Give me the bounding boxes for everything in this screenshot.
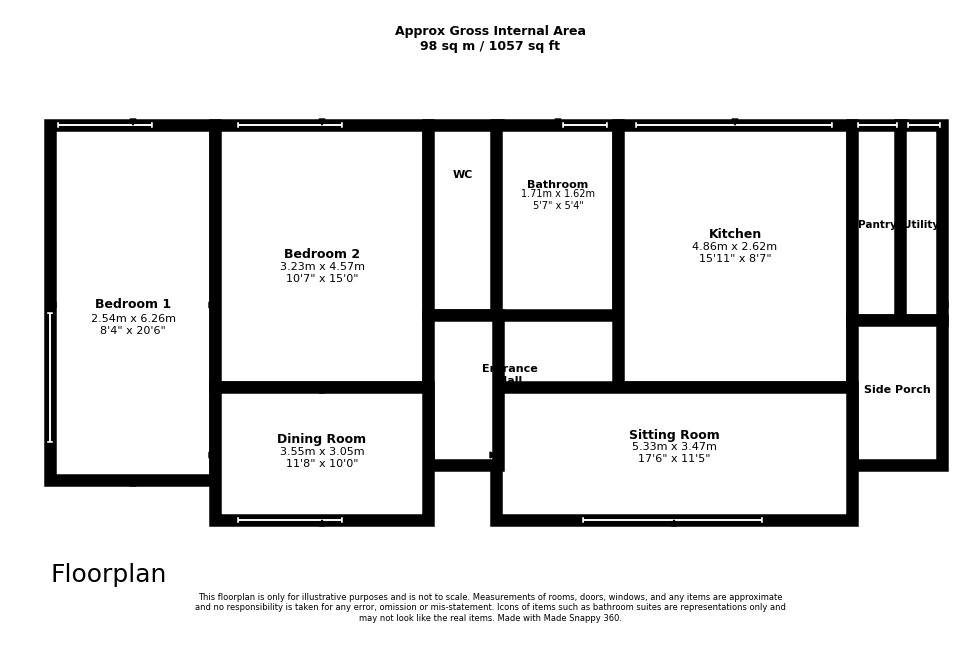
Text: 1.71m x 1.62m
5'7" x 5'4": 1.71m x 1.62m 5'7" x 5'4" — [521, 189, 595, 211]
Text: 4.86m x 2.62m
15'11" x 8'7": 4.86m x 2.62m 15'11" x 8'7" — [693, 242, 777, 264]
Text: 2.54m x 6.26m
8'4" x 20'6": 2.54m x 6.26m 8'4" x 20'6" — [90, 314, 175, 336]
Bar — [215, 387, 428, 520]
Polygon shape — [852, 452, 858, 458]
Bar — [852, 320, 942, 465]
Bar — [496, 387, 852, 520]
Bar — [50, 125, 215, 480]
Polygon shape — [942, 302, 948, 308]
Polygon shape — [130, 480, 136, 486]
Text: Dining Room: Dining Room — [277, 434, 367, 447]
Polygon shape — [490, 452, 496, 458]
Text: Side Porch: Side Porch — [863, 385, 930, 395]
Polygon shape — [555, 119, 561, 125]
Text: This floorplan is only for illustrative purposes and is not to scale. Measuremen: This floorplan is only for illustrative … — [195, 593, 785, 623]
Polygon shape — [50, 302, 56, 308]
Polygon shape — [209, 302, 215, 308]
Polygon shape — [319, 520, 325, 526]
Text: Utility: Utility — [903, 220, 939, 230]
Polygon shape — [319, 119, 325, 125]
Text: Kitchen: Kitchen — [709, 229, 761, 242]
Text: 5.33m x 3.47m
17'6" x 11'5": 5.33m x 3.47m 17'6" x 11'5" — [631, 442, 716, 464]
Polygon shape — [209, 452, 215, 458]
Bar — [618, 125, 852, 387]
Text: Bedroom 1: Bedroom 1 — [95, 299, 172, 312]
Polygon shape — [130, 119, 136, 125]
Polygon shape — [671, 520, 677, 526]
Bar — [852, 125, 902, 320]
Text: Bathroom: Bathroom — [527, 180, 589, 190]
Text: Floorplan: Floorplan — [50, 563, 167, 587]
Text: Bedroom 2: Bedroom 2 — [284, 248, 360, 261]
Bar — [428, 315, 498, 465]
Polygon shape — [732, 119, 738, 125]
Bar — [900, 125, 942, 320]
Text: WC: WC — [453, 170, 473, 180]
Bar — [428, 125, 498, 315]
Polygon shape — [428, 452, 434, 458]
Bar — [215, 125, 428, 387]
Text: Approx Gross Internal Area
98 sq m / 1057 sq ft: Approx Gross Internal Area 98 sq m / 105… — [395, 25, 585, 53]
Bar — [496, 125, 618, 315]
Text: Pantry: Pantry — [858, 220, 897, 230]
Text: 3.55m x 3.05m
11'8" x 10'0": 3.55m x 3.05m 11'8" x 10'0" — [279, 447, 365, 469]
Polygon shape — [319, 387, 325, 393]
Text: 3.23m x 4.57m
10'7" x 15'0": 3.23m x 4.57m 10'7" x 15'0" — [279, 262, 365, 284]
Text: Entrance
Hall: Entrance Hall — [482, 364, 538, 386]
Text: Sitting Room: Sitting Room — [628, 428, 719, 441]
